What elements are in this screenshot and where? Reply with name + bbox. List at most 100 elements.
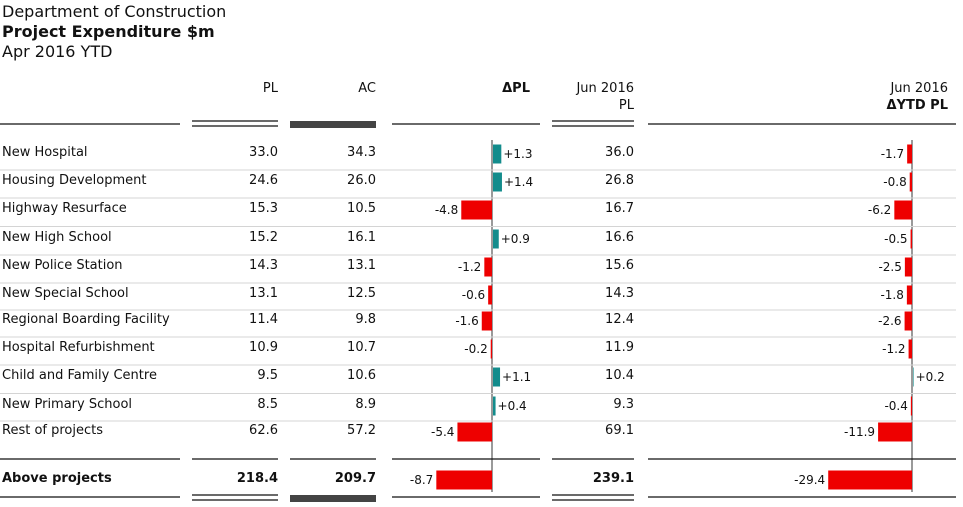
row-10-ytd-bar	[878, 422, 912, 442]
row-4-pl: 14.3	[249, 258, 278, 273]
row-8-delta-label: +1.1	[502, 370, 531, 384]
total-ytd-bar	[828, 470, 912, 490]
col-header-jun-pl-line1: Jun 2016	[576, 81, 634, 96]
row-6-ac: 9.8	[355, 312, 376, 327]
row-0-ytd-label: -1.7	[881, 147, 904, 161]
row-9-delta-bar	[493, 396, 496, 416]
row-2-pl: 15.3	[249, 201, 278, 216]
row-6-ytd-label: -2.6	[878, 314, 901, 328]
report-title: Project Expenditure $m	[2, 22, 215, 41]
header-rule-ac-bar	[290, 121, 376, 128]
row-10-delta-label: -5.4	[431, 425, 454, 439]
row-1-delta-label: +1.4	[504, 175, 533, 189]
row-3-jun-pl: 16.6	[605, 230, 634, 245]
row-2-delta-bar	[461, 200, 492, 220]
row-7-ac: 10.7	[347, 340, 376, 355]
row-10-ytd-label: -11.9	[844, 425, 875, 439]
report-header: Department of Construction Project Expen…	[2, 2, 226, 62]
row-5-pl: 13.1	[249, 286, 278, 301]
row-5-ytd-label: -1.8	[880, 288, 903, 302]
row-9-ytd-bar	[910, 396, 912, 416]
row-3-pl: 15.2	[249, 230, 278, 245]
row-9-delta-label: +0.4	[498, 399, 527, 413]
row-6-delta-label: -1.6	[455, 314, 478, 328]
row-3-ac: 16.1	[347, 230, 376, 245]
col-header-ytd-line2: ΔYTD PL	[886, 98, 948, 113]
total-delta-bar	[436, 470, 492, 490]
row-5-jun-pl: 14.3	[605, 286, 634, 301]
col-header-ytd-line1: Jun 2016	[890, 81, 948, 96]
row-4-label: New Police Station	[2, 258, 123, 273]
row-3-ytd-label: -0.5	[884, 232, 907, 246]
row-5-label: New Special School	[2, 286, 129, 301]
row-8-ac: 10.6	[347, 368, 376, 383]
row-4-ytd-bar	[904, 257, 912, 277]
row-0-ac: 34.3	[347, 145, 376, 160]
row-10-jun-pl: 69.1	[605, 423, 634, 438]
row-7-delta-bar	[490, 339, 492, 359]
row-1-label: Housing Development	[2, 173, 147, 188]
row-3-label: New High School	[2, 230, 112, 245]
row-10-ac: 57.2	[347, 423, 376, 438]
row-4-jun-pl: 15.6	[605, 258, 634, 273]
total-label: Above projects	[2, 471, 112, 486]
row-2-ac: 10.5	[347, 201, 376, 216]
total-pl: 218.4	[236, 471, 278, 486]
report-period: Apr 2016 YTD	[2, 42, 113, 61]
row-4-ytd-label: -2.5	[878, 260, 901, 274]
row-2-label: Highway Resurface	[2, 201, 127, 216]
row-5-delta-bar	[488, 285, 492, 305]
row-8-jun-pl: 10.4	[605, 368, 634, 383]
total-jun-pl: 239.1	[592, 471, 634, 486]
col-header-jun-pl-line2: PL	[618, 98, 634, 113]
row-8-ytd-label: +0.2	[916, 370, 945, 384]
row-3-delta-label: +0.9	[501, 232, 530, 246]
row-9-label: New Primary School	[2, 397, 133, 412]
row-0-delta-label: +1.3	[503, 147, 532, 161]
row-10-delta-bar	[457, 422, 492, 442]
row-7-jun-pl: 11.9	[605, 340, 634, 355]
total-ytd-label: -29.4	[794, 473, 825, 487]
row-8-delta-bar	[493, 367, 501, 387]
row-7-ytd-bar	[908, 339, 912, 359]
total-ac: 209.7	[334, 471, 376, 486]
row-6-ytd-bar	[904, 311, 912, 331]
row-9-ac: 8.9	[355, 397, 376, 412]
col-header-ac: AC	[358, 81, 376, 96]
row-1-ytd-label: -0.8	[883, 175, 906, 189]
row-2-jun-pl: 16.7	[605, 201, 634, 216]
row-0-ytd-bar	[907, 144, 912, 164]
col-header-pl: PL	[262, 81, 278, 96]
row-8-pl: 9.5	[257, 368, 278, 383]
row-7-pl: 10.9	[249, 340, 278, 355]
total-delta-label: -8.7	[410, 473, 433, 487]
row-5-ytd-bar	[906, 285, 912, 305]
row-9-jun-pl: 9.3	[613, 397, 634, 412]
row-6-pl: 11.4	[249, 312, 278, 327]
row-5-delta-label: -0.6	[462, 288, 485, 302]
row-2-ytd-bar	[894, 200, 912, 220]
row-0-pl: 33.0	[249, 145, 278, 160]
bottom-rule-ac-bar	[290, 495, 376, 502]
row-8-label: Child and Family Centre	[2, 368, 157, 383]
row-5-ac: 12.5	[347, 286, 376, 301]
col-header-delta-pl: ΔPL	[502, 81, 530, 96]
row-4-delta-label: -1.2	[458, 260, 481, 274]
row-4-delta-bar	[484, 257, 492, 277]
row-0-label: New Hospital	[2, 145, 88, 160]
row-1-jun-pl: 26.8	[605, 173, 634, 188]
row-3-delta-bar	[493, 229, 499, 249]
row-1-delta-bar	[493, 172, 502, 192]
row-10-pl: 62.6	[249, 423, 278, 438]
row-7-label: Hospital Refurbishment	[2, 340, 155, 355]
row-9-pl: 8.5	[257, 397, 278, 412]
row-3-ytd-bar	[910, 229, 912, 249]
row-6-delta-bar	[481, 311, 492, 331]
row-2-delta-label: -4.8	[435, 203, 458, 217]
row-7-ytd-label: -1.2	[882, 342, 905, 356]
report-department: Department of Construction	[2, 2, 227, 21]
row-10-label: Rest of projects	[2, 423, 104, 438]
row-0-delta-bar	[493, 144, 502, 164]
row-1-ac: 26.0	[347, 173, 376, 188]
